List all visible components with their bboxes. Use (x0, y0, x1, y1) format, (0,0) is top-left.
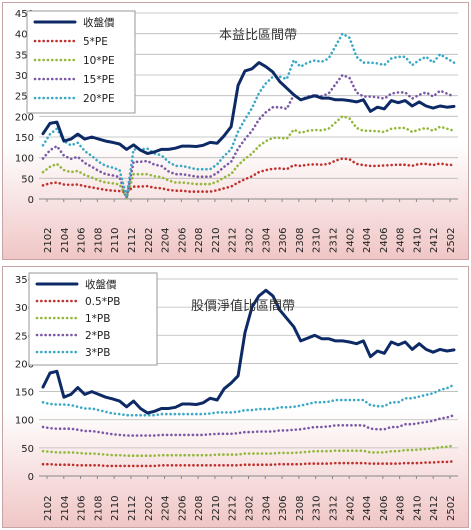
pb-legend-label: 收盤價 (85, 278, 117, 291)
pe-x-tick-label: 2306 (278, 228, 289, 253)
pb-x-tick-label: 2110 (110, 496, 121, 521)
pe-band-chart-panel: 0 50 100 150 200 250 300 350 400 450 2102 2104 2106 2… (2, 2, 469, 260)
pb-x-tick-label: 2212 (228, 496, 239, 521)
pe-y-tick-label: 300 (15, 71, 34, 82)
pb-x-tick-label: 2404 (362, 496, 373, 521)
pb-x-tick-label: 2206 (177, 496, 188, 521)
pe-x-tick-label: 2302 (245, 228, 256, 253)
pb-x-tick-label: 2108 (93, 496, 104, 521)
pb-legend: 收盤價 0.5*PB 1*PB 2*PB 3*PB (28, 272, 158, 366)
pe-x-tick-label: 2308 (295, 228, 306, 253)
pb-x-tick-label: 2304 (261, 496, 272, 521)
pb-x-tick-label: 2406 (379, 496, 390, 521)
pe-legend-box (26, 10, 136, 114)
pe-y-tick-label: 400 (15, 30, 34, 41)
pe-x-tick-label: 2312 (328, 228, 339, 253)
pe-y-tick-label: 100 (15, 154, 34, 165)
pe-x-tick-label: 2104 (60, 228, 71, 253)
pe-legend: 收盤價 5*PE 10*PE 15*PE 20*PE (26, 10, 136, 114)
pe-legend-label: 10*PE (83, 55, 115, 67)
pe-legend-label: 收盤價 (83, 16, 115, 29)
pb-x-tick-label: 2208 (194, 496, 205, 521)
pb-band-chart-panel: 0 50 100 150 200 250 300 350 2102 2104 2106 2108 211… (2, 266, 469, 528)
pe-y-tick-label: 200 (15, 112, 34, 123)
pe-y-tick-label: 50 (21, 174, 34, 185)
pb-x-tick-label: 2106 (77, 496, 88, 521)
pe-x-tick-label: 2402 (345, 228, 356, 253)
pe-legend-label: 20*PE (83, 93, 115, 105)
pb-x-tick-label: 2410 (412, 496, 423, 521)
pb-series-line-0 (41, 288, 456, 415)
pe-x-tick-label: 2212 (228, 228, 239, 253)
pe-x-tick-label: 2108 (93, 228, 104, 253)
pe-chart-title: 本益比區間帶 (219, 28, 297, 43)
pe-series-line-0 (41, 61, 456, 155)
pb-x-tick-label: 2102 (43, 496, 54, 521)
pb-y-tick-label: 300 (15, 303, 34, 314)
pe-x-tick-label: 2106 (77, 228, 88, 253)
pb-x-tick-label: 2204 (161, 496, 172, 521)
pe-x-tick-label: 2208 (194, 228, 205, 253)
pb-y-tick-label: 250 (15, 331, 34, 342)
pe-x-tick-label: 2408 (396, 228, 407, 253)
pb-x-tick-label: 2302 (245, 496, 256, 521)
pe-x-tick-label: 2502 (446, 228, 457, 253)
pb-legend-label: 0.5*PB (85, 296, 120, 308)
pb-y-tick-label: 200 (15, 359, 34, 370)
pe-legend-label: 15*PE (83, 74, 115, 86)
pb-x-tick-label: 2408 (396, 496, 407, 521)
pe-series-line-1 (41, 157, 456, 194)
pe-y-tick-label: 450 (15, 9, 34, 20)
pe-x-tick-label: 2310 (312, 228, 323, 253)
pe-series-line-3 (41, 73, 456, 200)
pb-x-tick-label: 2502 (446, 496, 457, 521)
pe-legend-label: 5*PE (83, 36, 108, 48)
pe-y-tick-label: 150 (15, 133, 34, 144)
pe-x-tick-label: 2404 (362, 228, 373, 253)
pe-y-tick-label: 250 (15, 92, 34, 103)
pb-x-tick-label: 2210 (211, 496, 222, 521)
pe-x-tick-label: 2304 (261, 228, 272, 253)
pb-x-tick-label: 2202 (144, 496, 155, 521)
pb-y-tick-label: 150 (15, 388, 34, 399)
pe-series-line-4 (41, 32, 456, 199)
pb-series-line-1 (41, 460, 456, 468)
pb-x-tick-label: 2312 (328, 496, 339, 521)
pe-band-chart: 0 50 100 150 200 250 300 350 400 450 2102 2104 2106 2… (3, 3, 468, 259)
pe-x-tick-label: 2410 (412, 228, 423, 253)
pb-legend-label: 3*PB (85, 347, 110, 359)
pe-x-tick-label: 2110 (110, 228, 121, 253)
pb-x-tick-label: 2306 (278, 496, 289, 521)
pb-x-tick-label: 2412 (429, 496, 440, 521)
pe-y-tick-label: 350 (15, 50, 34, 61)
pb-series-line-3 (41, 413, 456, 437)
pe-x-tick-label: 2202 (144, 228, 155, 253)
pe-y-tick-label: 0 (28, 195, 34, 206)
pe-x-tick-label: 2210 (211, 228, 222, 253)
pb-y-tick-label: 0 (28, 472, 34, 483)
pb-legend-label: 2*PB (85, 330, 110, 342)
pb-chart-title: 股價淨值比區間帶 (191, 298, 295, 314)
pe-x-tick-label: 2204 (161, 228, 172, 253)
pb-x-tick-label: 2104 (60, 496, 71, 521)
pb-band-chart: 0 50 100 150 200 250 300 350 2102 2104 2106 2108 211… (3, 267, 468, 527)
pe-x-tick-label: 2102 (43, 228, 54, 253)
pe-x-tick-label: 2112 (127, 228, 138, 253)
pb-x-tick-label: 2308 (295, 496, 306, 521)
pb-y-tick-label: 50 (21, 444, 34, 455)
pe-x-tick-label: 2206 (177, 228, 188, 253)
pb-series-line-2 (41, 444, 456, 457)
pb-legend-label: 1*PB (85, 313, 110, 325)
pb-y-tick-label: 350 (15, 275, 34, 286)
pb-y-tick-label: 100 (15, 416, 34, 427)
pe-x-tick-label: 2412 (429, 228, 440, 253)
pb-x-tick-label: 2112 (127, 496, 138, 521)
pb-x-tick-label: 2402 (345, 496, 356, 521)
pe-series-line-2 (41, 115, 456, 200)
pb-series-line-4 (41, 383, 456, 417)
pb-x-tick-label: 2310 (312, 496, 323, 521)
pe-x-tick-label: 2406 (379, 228, 390, 253)
